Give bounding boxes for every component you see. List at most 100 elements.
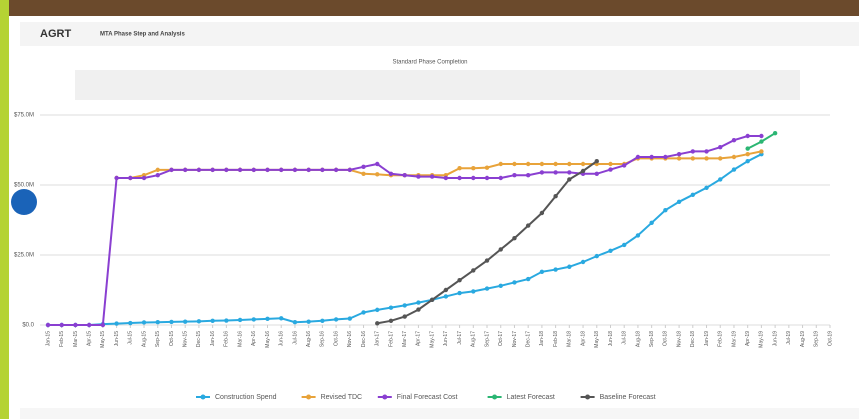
y-tick-label: $50.0M — [14, 183, 34, 189]
header-bar — [20, 22, 859, 46]
data-point — [525, 276, 531, 282]
data-point — [525, 173, 531, 178]
data-point — [361, 310, 366, 315]
x-tick-label: Jul-17 — [457, 331, 463, 345]
x-tick-label: Nov-16 — [347, 331, 353, 347]
data-point — [388, 318, 394, 323]
data-point — [512, 161, 517, 167]
data-point — [457, 278, 462, 283]
data-point — [100, 322, 106, 328]
x-tick-label: Jan-19 — [704, 331, 710, 347]
legend-label: Construction Spend — [215, 394, 277, 401]
data-point — [141, 320, 147, 325]
data-point — [402, 173, 407, 178]
x-tick-label: Mar-17 — [402, 331, 408, 347]
x-tick-label: Jun-19 — [772, 331, 778, 347]
data-point — [772, 131, 778, 136]
x-tick-label: Aug-17 — [471, 331, 477, 347]
data-point — [265, 316, 270, 322]
data-point — [333, 167, 339, 173]
data-point — [306, 167, 311, 173]
data-point — [86, 322, 92, 328]
legend-marker — [585, 394, 591, 400]
data-point — [224, 167, 229, 173]
x-tick-label: Jun-18 — [608, 331, 614, 347]
footer-bar — [20, 408, 859, 419]
x-tick-label: Mar-15 — [73, 331, 79, 347]
data-point — [237, 317, 243, 323]
x-tick-label: May-17 — [429, 331, 435, 348]
data-point — [361, 171, 366, 176]
data-point — [594, 171, 599, 176]
x-tick-label: Oct-15 — [169, 331, 175, 346]
data-point — [375, 321, 380, 326]
data-point — [731, 167, 737, 172]
data-point — [498, 283, 503, 288]
data-point — [292, 167, 298, 173]
data-point — [169, 167, 174, 173]
legend-marker — [200, 394, 206, 400]
data-point — [141, 175, 147, 181]
data-point — [457, 290, 462, 296]
data-point — [128, 320, 133, 326]
x-tick-label: Jan-17 — [375, 331, 381, 347]
x-tick-label: Dec-16 — [361, 331, 367, 347]
left-accent-bar — [0, 0, 9, 419]
data-point — [484, 258, 490, 263]
data-point — [539, 210, 545, 216]
x-tick-label: Feb-15 — [59, 331, 65, 347]
x-tick-label: Jan-15 — [45, 331, 51, 347]
data-point — [512, 173, 517, 178]
legend-label: Final Forecast Cost — [397, 394, 458, 401]
x-tick-label: Feb-19 — [718, 331, 724, 347]
data-point — [279, 167, 284, 173]
data-point — [635, 233, 641, 238]
side-handle[interactable] — [11, 189, 37, 215]
x-tick-label: Sep-15 — [155, 331, 161, 347]
data-point — [429, 297, 435, 302]
data-point — [663, 154, 668, 160]
data-point — [347, 316, 353, 321]
x-tick-label: Jul-19 — [786, 331, 792, 345]
x-tick-label: Aug-18 — [635, 331, 641, 347]
x-tick-label: Nov-15 — [183, 331, 189, 347]
data-point — [567, 177, 572, 182]
data-point — [539, 170, 545, 175]
y-tick-label: $0.0 — [22, 323, 34, 329]
x-tick-label: Sep-16 — [320, 331, 326, 347]
data-point — [443, 175, 449, 181]
data-point — [471, 289, 476, 294]
data-point — [361, 164, 366, 169]
x-tick-label: Apr-19 — [745, 331, 751, 346]
x-tick-label: Apr-16 — [251, 331, 257, 346]
x-tick-label: Apr-18 — [580, 331, 586, 346]
data-point — [114, 321, 119, 326]
data-point — [402, 314, 407, 319]
data-point — [279, 316, 284, 321]
data-point — [553, 194, 558, 199]
x-tick-label: Apr-17 — [416, 331, 422, 346]
x-tick-label: Sep-17 — [484, 331, 490, 347]
data-point — [169, 319, 174, 325]
data-point — [759, 149, 764, 154]
legend-marker — [306, 394, 312, 400]
legend-marker — [382, 394, 388, 400]
x-tick-label: Nov-17 — [512, 331, 518, 347]
x-tick-label: Sep-19 — [814, 331, 820, 347]
y-tick-label: $75.0M — [14, 113, 34, 119]
data-point — [649, 154, 654, 160]
data-point — [484, 175, 490, 181]
legend-label: Revised TDC — [321, 394, 363, 401]
data-point — [676, 156, 682, 161]
data-point — [416, 300, 421, 305]
data-point — [608, 167, 613, 172]
data-point — [402, 303, 407, 308]
x-tick-label: May-15 — [100, 331, 106, 348]
data-point — [704, 156, 709, 161]
data-point — [718, 177, 723, 182]
logo: AGRT — [40, 28, 71, 40]
data-point — [525, 161, 531, 167]
data-point — [443, 287, 449, 293]
data-point — [347, 167, 353, 173]
data-point — [251, 167, 256, 173]
